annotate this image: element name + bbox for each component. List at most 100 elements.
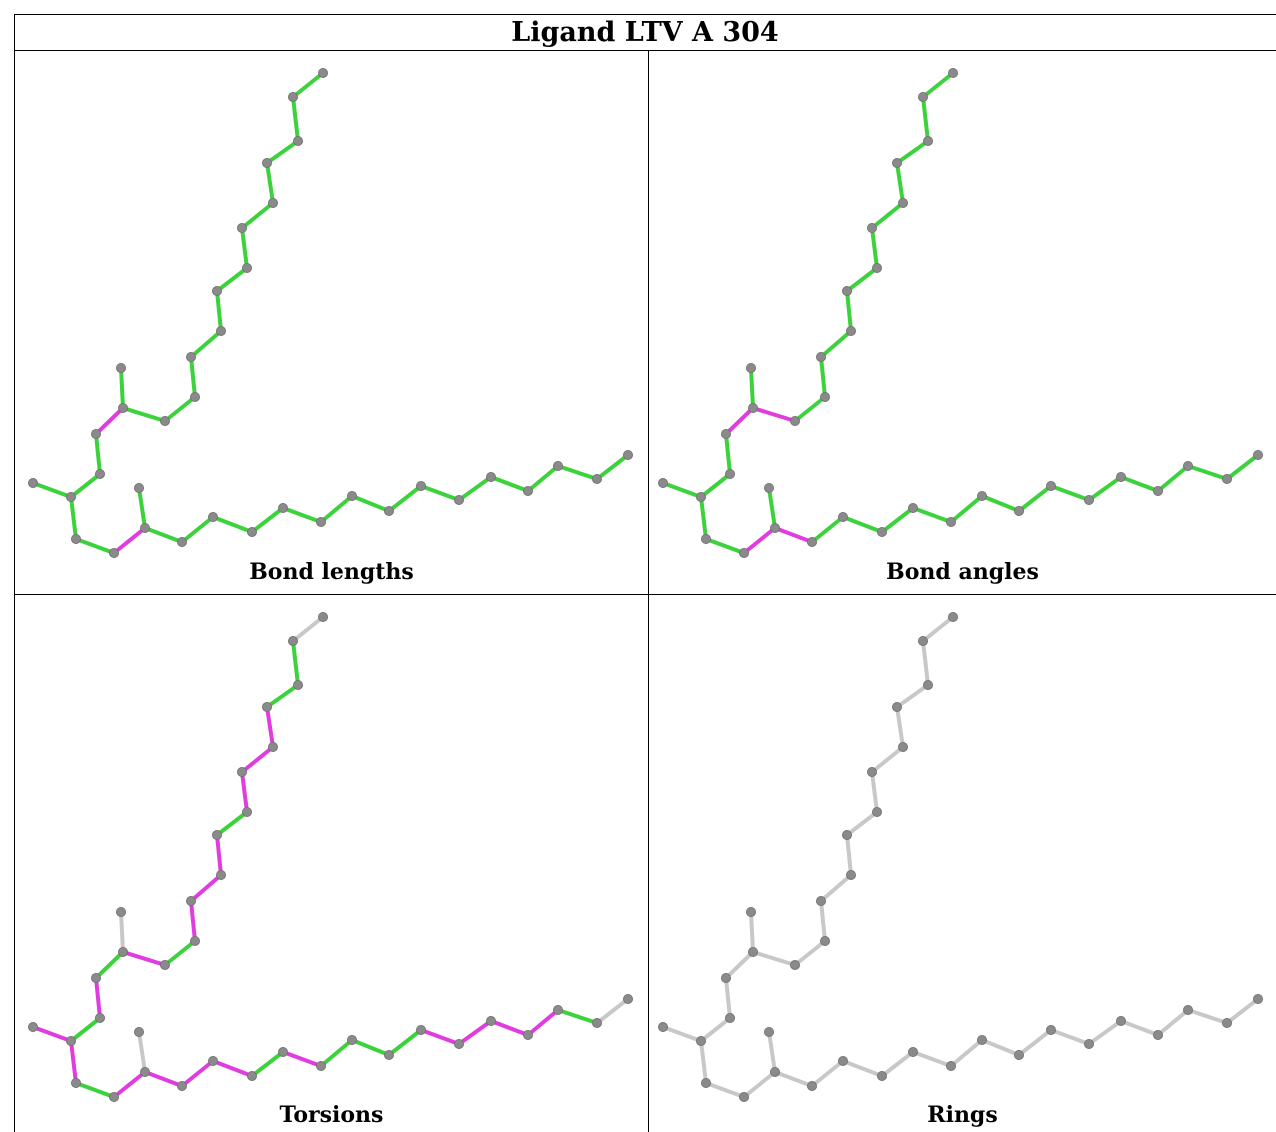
bond (841, 1059, 884, 1078)
bond (704, 1081, 746, 1099)
bond (921, 71, 955, 99)
bond (773, 526, 814, 544)
bond (240, 226, 249, 270)
bond (180, 1059, 215, 1088)
atom (236, 766, 247, 777)
atom (207, 1055, 218, 1066)
bond (1156, 1008, 1190, 1037)
atom (922, 680, 933, 691)
atom (897, 197, 908, 208)
panel-torsions: Torsions (15, 595, 648, 1132)
bond (137, 486, 147, 530)
bond (143, 1070, 184, 1088)
atom (522, 485, 533, 496)
atom (134, 482, 145, 493)
bond (1119, 1019, 1160, 1037)
atom (453, 494, 464, 505)
bond (189, 899, 197, 943)
bond (291, 639, 300, 687)
bond (819, 329, 853, 359)
atom (159, 415, 170, 426)
panel-bond-angles: Bond angles (649, 51, 1276, 594)
bond (387, 484, 423, 513)
atom (215, 869, 226, 880)
atom (725, 468, 736, 479)
bond (749, 910, 755, 954)
atom (701, 533, 712, 544)
molecule-bond-lengths (27, 67, 634, 558)
atom (1115, 471, 1126, 482)
atom (976, 490, 987, 501)
atom (292, 136, 303, 147)
bond (74, 537, 116, 555)
bond (1049, 484, 1091, 502)
atom (725, 1012, 736, 1023)
bond (112, 526, 147, 555)
atom (91, 972, 102, 983)
bond (870, 745, 905, 774)
bond (94, 406, 125, 436)
atom (819, 935, 830, 946)
bond (773, 1070, 814, 1088)
bond (94, 950, 125, 980)
atom (109, 547, 120, 558)
atom (315, 516, 326, 527)
column-divider (648, 50, 649, 1132)
bond (265, 705, 275, 749)
bond (699, 1039, 708, 1085)
atom (415, 1024, 426, 1035)
atom (207, 511, 218, 522)
bond (31, 1025, 73, 1043)
bond (911, 506, 953, 524)
bond (661, 1025, 703, 1043)
atom (806, 536, 817, 547)
bond (1156, 464, 1190, 493)
bond (810, 1059, 845, 1088)
caption-rings: Rings (927, 1102, 998, 1128)
row-divider (14, 594, 1276, 595)
bond (949, 1038, 984, 1068)
atom (415, 480, 426, 491)
bond (419, 1028, 461, 1046)
atom (185, 895, 196, 906)
atom (116, 362, 127, 373)
bond (1225, 453, 1260, 481)
atom (746, 906, 757, 917)
atom (118, 402, 129, 413)
title-divider (14, 50, 1276, 51)
caption-torsions: Torsions (279, 1102, 384, 1128)
atom (236, 222, 247, 233)
figure-title: Ligand LTV A 304 (511, 17, 779, 48)
bond (215, 289, 223, 333)
atom (1152, 485, 1163, 496)
atom (945, 516, 956, 527)
atom (1083, 494, 1094, 505)
bond (699, 495, 708, 541)
atom (907, 1046, 918, 1057)
atom (176, 536, 187, 547)
bond (119, 910, 125, 954)
bond (387, 1028, 423, 1057)
atom (917, 92, 928, 103)
bond (211, 515, 254, 534)
bond (94, 976, 102, 1020)
atom (553, 1004, 564, 1015)
atom (1045, 480, 1056, 491)
bond (489, 475, 530, 493)
bond (845, 289, 853, 333)
atom (815, 895, 826, 906)
bond (949, 494, 984, 524)
bond (189, 873, 223, 903)
bond (793, 939, 827, 967)
atom (95, 1012, 106, 1023)
atom (871, 262, 882, 273)
bond (265, 139, 300, 165)
bond (767, 486, 777, 530)
bond (69, 472, 102, 499)
panel-rings: Rings (649, 595, 1276, 1132)
atom (553, 460, 564, 471)
bond (751, 406, 797, 423)
caption-bond-angles: Bond angles (886, 559, 1039, 585)
atom (866, 766, 877, 777)
atom (945, 1060, 956, 1071)
